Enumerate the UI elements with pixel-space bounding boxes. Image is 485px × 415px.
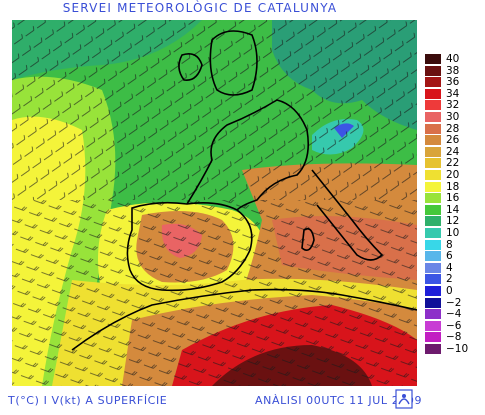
- temperature-wind-map: [12, 20, 417, 386]
- coast-france: [186, 99, 310, 211]
- coastlines: [71, 30, 417, 351]
- legend-swatch: [425, 100, 441, 111]
- legend-label: 34: [446, 87, 460, 100]
- map-canvas: [12, 20, 417, 386]
- legend-swatch: [425, 193, 441, 204]
- legend-label: 28: [446, 122, 460, 135]
- legend-label: −10: [446, 343, 469, 355]
- legend-label: 16: [446, 192, 460, 205]
- legend-swatch: [425, 146, 441, 157]
- legend-swatch: [425, 204, 441, 215]
- legend-swatch: [425, 135, 441, 146]
- legend-label: 18: [446, 180, 460, 193]
- legend-label: 30: [446, 111, 460, 123]
- legend-swatch: [425, 54, 441, 64]
- legend-swatch: [425, 332, 441, 343]
- legend-label: 20: [446, 169, 460, 181]
- coast-iberia: [126, 201, 253, 292]
- legend-label: 40: [446, 53, 460, 65]
- legend-swatch: [425, 112, 441, 122]
- legend-swatch: [425, 88, 441, 99]
- legend-swatch: [425, 181, 441, 192]
- coast-italy: [311, 169, 384, 261]
- smc-logo-icon: [395, 389, 413, 409]
- legend-swatch: [425, 228, 441, 238]
- coast-ireland: [178, 52, 203, 82]
- legend-label: 22: [446, 157, 460, 170]
- legend-swatch: [425, 123, 441, 134]
- coast-britain: [209, 30, 258, 96]
- legend-swatch: [425, 309, 441, 320]
- legend-swatch: [425, 320, 441, 331]
- legend-label: −6: [446, 319, 462, 332]
- legend-label: 10: [446, 227, 460, 239]
- legend-swatch: [425, 344, 441, 354]
- legend-swatch: [425, 239, 441, 250]
- legend-label: 12: [446, 215, 460, 228]
- legend-swatch: [425, 297, 441, 308]
- footer-analysis-time: ANÀLISI 00UTC 11 JUL 2009: [255, 394, 423, 407]
- legend-label: 32: [446, 99, 460, 112]
- legend-label: −4: [446, 308, 462, 321]
- legend-swatch: [425, 77, 441, 88]
- legend-label: 24: [446, 145, 460, 158]
- legend-label: 2: [446, 273, 453, 286]
- legend-label: 6: [446, 250, 453, 263]
- coast-africa: [71, 288, 417, 351]
- map-title: SERVEI METEOROLÒGIC DE CATALUNYA: [62, 1, 338, 15]
- coast-sardinia: [301, 227, 315, 251]
- legend-swatch: [425, 65, 441, 76]
- legend-label: −2: [446, 296, 462, 309]
- legend-label: 8: [446, 238, 453, 251]
- legend-swatch: [425, 274, 441, 285]
- wind-barbs-south: [12, 200, 417, 386]
- legend-label: −8: [446, 331, 462, 344]
- legend-swatch: [425, 216, 441, 227]
- legend-swatch: [425, 286, 441, 296]
- wind-barbs-north: [12, 20, 417, 200]
- footer-variables: T(°C) I V(kt) A SUPERFÍCIE: [8, 394, 168, 407]
- legend-label: 14: [446, 203, 460, 216]
- legend-label: 0: [446, 285, 453, 297]
- legend-label: 26: [446, 134, 460, 147]
- legend-swatch: [425, 158, 441, 169]
- legend-swatch: [425, 251, 441, 262]
- legend-swatch: [425, 262, 441, 273]
- legend-swatch: [425, 170, 441, 180]
- legend-label: 36: [446, 76, 460, 89]
- legend-label: 4: [446, 261, 453, 274]
- legend-label: 38: [446, 64, 460, 77]
